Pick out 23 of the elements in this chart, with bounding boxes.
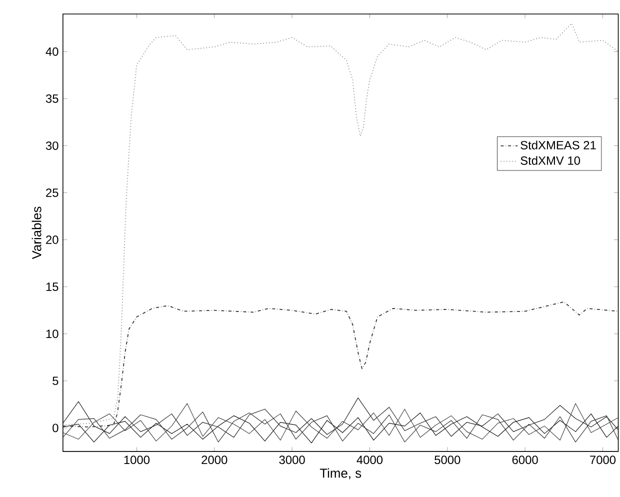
y-tick-label: 40 [46, 47, 58, 56]
x-axis-title: Time, s [320, 468, 362, 480]
line-series [62, 22, 618, 426]
x-tick-label: 4000 [356, 455, 383, 464]
line-series [62, 397, 618, 438]
y-tick-label: 20 [46, 235, 58, 244]
x-tick-label: 6000 [512, 455, 538, 464]
legend-label: StdXMEAS 21 [520, 140, 596, 150]
x-tick-label: 3000 [279, 455, 305, 464]
y-tick-label: 10 [46, 329, 58, 338]
y-axis-title: Variables [32, 206, 42, 259]
y-tick-label: 25 [46, 188, 58, 197]
x-tick-label: 7000 [590, 455, 616, 464]
x-tick-label: 2000 [202, 455, 228, 464]
y-tick-label: 35 [46, 94, 58, 103]
x-tick-label: 1000 [124, 455, 150, 464]
y-tick-label: 15 [46, 282, 58, 291]
y-tick-label: 0 [52, 424, 58, 432]
y-tick-label: 5 [52, 376, 58, 385]
line-series [62, 402, 618, 442]
legend-label: StdXMV 10 [520, 156, 580, 165]
x-tick-label: 5000 [434, 455, 460, 464]
y-tick-label: 30 [46, 141, 58, 150]
